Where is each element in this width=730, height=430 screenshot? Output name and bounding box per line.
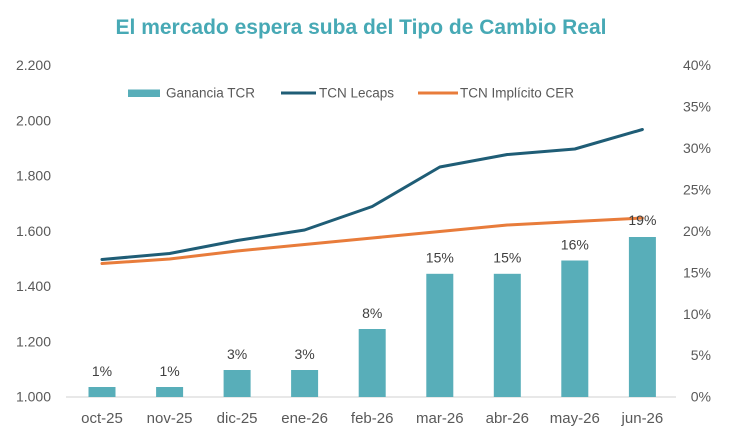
svg-text:25%: 25% [683, 181, 711, 197]
svg-text:may-26: may-26 [550, 410, 600, 427]
svg-text:15%: 15% [493, 250, 521, 266]
svg-text:1.800: 1.800 [16, 168, 51, 184]
svg-text:2.000: 2.000 [16, 112, 51, 128]
svg-text:0%: 0% [691, 389, 711, 405]
svg-text:40%: 40% [683, 57, 711, 73]
svg-text:15%: 15% [426, 250, 454, 266]
svg-text:1%: 1% [159, 363, 179, 379]
svg-text:dic-25: dic-25 [217, 410, 258, 427]
svg-text:Ganancia TCR: Ganancia TCR [166, 86, 255, 101]
svg-text:3%: 3% [227, 346, 247, 362]
svg-text:5%: 5% [691, 347, 711, 363]
svg-text:TCN Implícito CER: TCN Implícito CER [460, 86, 574, 101]
svg-text:nov-25: nov-25 [147, 410, 193, 427]
svg-text:1%: 1% [92, 363, 112, 379]
svg-text:TCN Lecaps: TCN Lecaps [319, 86, 394, 101]
svg-text:ene-26: ene-26 [281, 410, 328, 427]
svg-text:1.200: 1.200 [16, 333, 51, 349]
svg-text:19%: 19% [628, 212, 656, 228]
svg-text:El mercado espera suba del Tip: El mercado espera suba del Tipo de Cambi… [116, 16, 607, 39]
svg-text:1.000: 1.000 [16, 389, 51, 405]
svg-text:10%: 10% [683, 306, 711, 322]
svg-text:2.200: 2.200 [16, 57, 51, 73]
svg-text:1.600: 1.600 [16, 223, 51, 239]
svg-text:abr-26: abr-26 [486, 410, 529, 427]
svg-text:3%: 3% [294, 346, 314, 362]
svg-text:30%: 30% [683, 140, 711, 156]
svg-text:35%: 35% [683, 99, 711, 115]
svg-text:oct-25: oct-25 [81, 410, 123, 427]
svg-text:20%: 20% [683, 223, 711, 239]
svg-text:16%: 16% [561, 236, 589, 252]
svg-text:15%: 15% [683, 264, 711, 280]
svg-text:feb-26: feb-26 [351, 410, 394, 427]
svg-text:jun-26: jun-26 [621, 410, 664, 427]
svg-text:1.400: 1.400 [16, 278, 51, 294]
svg-text:8%: 8% [362, 305, 382, 321]
svg-text:mar-26: mar-26 [416, 410, 464, 427]
